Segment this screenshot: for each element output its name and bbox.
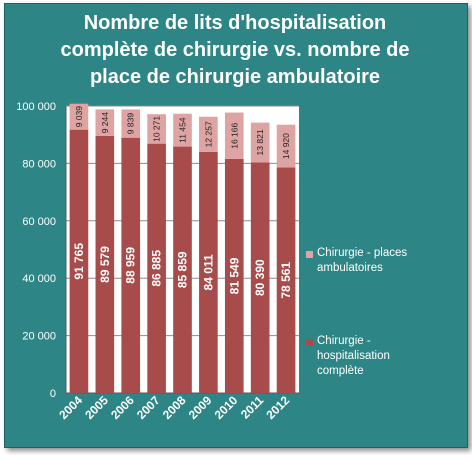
bar-hospitalisation — [69, 129, 89, 393]
bar-hospitalisation — [95, 135, 115, 393]
bar-hospitalisation — [121, 137, 141, 393]
bar-hospitalisation — [147, 143, 166, 393]
data-label-ambulatoire: 10 271 — [152, 116, 162, 142]
bar-hospitalisation — [250, 162, 270, 393]
data-label-ambulatoire: 9 244 — [100, 112, 110, 134]
data-label-hospitalisation: 88 959 — [124, 247, 138, 284]
data-label-ambulatoire: 9 839 — [126, 113, 136, 135]
data-label-ambulatoire: 14 920 — [281, 133, 291, 159]
bar-ambulatoire — [147, 114, 166, 144]
bar-ambulatoire — [224, 112, 244, 159]
data-label-hospitalisation: 78 561 — [279, 262, 293, 299]
x-tick-label: 2008 — [160, 393, 189, 422]
x-tick-label: 2010 — [212, 393, 241, 422]
x-tick-label: 2011 — [238, 393, 267, 422]
x-tick-label: 2005 — [82, 393, 111, 422]
bar-ambulatoire — [199, 116, 218, 152]
legend-swatch-ambulatoire — [306, 251, 313, 258]
data-label-hospitalisation: 86 885 — [150, 250, 164, 287]
x-tick-label: 2009 — [186, 393, 215, 422]
data-label-ambulatoire: 13 821 — [255, 129, 265, 155]
legend-label-hospitalisation: Chirurgie - hospitalisation complète — [317, 335, 390, 377]
data-label-ambulatoire: 11 454 — [178, 117, 188, 143]
bar-ambulatoire — [69, 103, 89, 130]
bar-hospitalisation — [276, 167, 296, 393]
legend-label-ambulatoire: Chirurgie - places ambulatoires — [317, 247, 408, 274]
data-label-ambulatoire: 12 257 — [203, 121, 213, 147]
bar-hospitalisation — [173, 146, 192, 393]
bar-ambulatoire — [276, 124, 296, 168]
bar-ambulatoire — [121, 109, 141, 138]
data-label-ambulatoire: 16 166 — [229, 122, 239, 148]
y-tick-label: 20 000 — [22, 331, 56, 343]
legend-item-ambulatoire: Chirurgie - places ambulatoires — [306, 246, 437, 276]
y-tick-label: 0 — [50, 388, 56, 400]
x-tick-label: 2012 — [263, 393, 292, 422]
data-label-hospitalisation: 89 579 — [98, 246, 112, 283]
x-tick-label: 2004 — [56, 393, 85, 422]
data-label-hospitalisation: 80 390 — [253, 259, 267, 296]
x-tick-label: 2006 — [108, 393, 137, 422]
bar-hospitalisation — [199, 151, 218, 393]
y-tick-label: 100 000 — [16, 101, 56, 113]
legend-swatch-hospitalisation — [306, 339, 313, 346]
y-tick-label: 80 000 — [22, 158, 56, 170]
data-label-hospitalisation: 81 549 — [227, 257, 241, 294]
chart-title: Nombre de lits d'hospitalisation complèt… — [60, 12, 410, 88]
y-tick-label: 40 000 — [22, 273, 56, 285]
bar-ambulatoire — [250, 122, 270, 163]
x-tick-label: 2007 — [134, 393, 163, 422]
data-label-hospitalisation: 91 765 — [72, 243, 86, 280]
data-label-ambulatoire: 9 039 — [74, 106, 84, 128]
data-label-hospitalisation: 85 859 — [176, 251, 190, 288]
bar-ambulatoire — [95, 109, 115, 136]
y-tick-label: 60 000 — [22, 216, 56, 228]
bar-ambulatoire — [173, 113, 192, 147]
data-label-hospitalisation: 84 011 — [201, 254, 215, 290]
legend-item-hospitalisation: Chirurgie - hospitalisation complète — [306, 334, 437, 379]
bar-hospitalisation — [224, 158, 244, 393]
